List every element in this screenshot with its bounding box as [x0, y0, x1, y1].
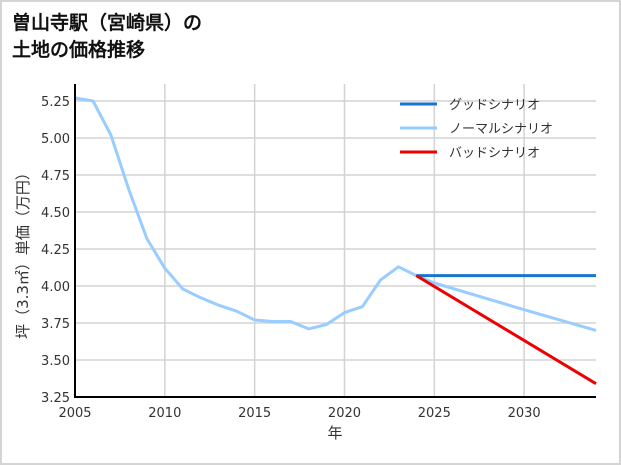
y-tick-label: 5.00 [41, 132, 70, 147]
axes [74, 84, 596, 398]
chart-title-line1: 曽山寺駅（宮崎県）の [12, 12, 203, 34]
legend-label: バッドシナリオ [449, 146, 540, 161]
y-tick-label: 5.25 [41, 95, 70, 110]
x-tick-label: 2010 [148, 406, 181, 421]
y-axis-label: 坪（3.3㎡）単価（万円） [14, 165, 32, 339]
x-tick-label: 2020 [328, 406, 361, 421]
y-tick-label: 4.00 [41, 280, 70, 295]
legend-label: グッドシナリオ [449, 98, 540, 113]
x-axis-label: 年 [327, 424, 342, 442]
y-axis-ticks: 3.25 3.50 3.75 4.00 4.25 4.50 4.75 5.00 5.25 [41, 95, 70, 406]
y-tick-label: 3.25 [41, 391, 70, 406]
x-tick-label: 2025 [418, 406, 451, 421]
y-tick-label: 4.25 [41, 243, 70, 258]
series-line-normal [74, 96, 597, 332]
legend-item-good: グッドシナリオ [400, 98, 540, 113]
legend-label: ノーマルシナリオ [449, 122, 553, 137]
x-axis-ticks: 2005 2010 2015 2020 2025 2030 [58, 406, 540, 421]
y-tick-label: 3.50 [41, 354, 70, 369]
legend-item-bad: バッドシナリオ [400, 146, 540, 161]
x-tick-label: 2030 [508, 406, 541, 421]
x-tick-label: 2015 [238, 406, 271, 421]
y-tick-label: 4.75 [41, 169, 70, 184]
chart-title-line2: 土地の価格推移 [12, 39, 146, 61]
chart-title: 曽山寺駅（宮崎県）の 土地の価格推移 [12, 10, 202, 64]
legend-item-normal: ノーマルシナリオ [400, 122, 553, 137]
series-line-bad [415, 274, 597, 385]
y-tick-label: 4.50 [41, 206, 70, 221]
series-lines [74, 96, 597, 385]
x-tick-label: 2005 [58, 406, 91, 421]
y-tick-label: 3.75 [41, 317, 70, 332]
gridlines [75, 84, 596, 397]
